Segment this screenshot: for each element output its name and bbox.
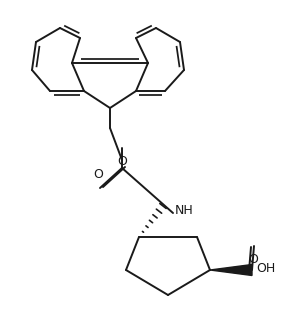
Text: O: O: [93, 168, 103, 181]
Text: NH: NH: [175, 204, 194, 216]
Polygon shape: [210, 264, 252, 276]
Text: O: O: [117, 155, 127, 168]
Text: OH: OH: [256, 262, 275, 276]
Text: O: O: [248, 253, 258, 266]
